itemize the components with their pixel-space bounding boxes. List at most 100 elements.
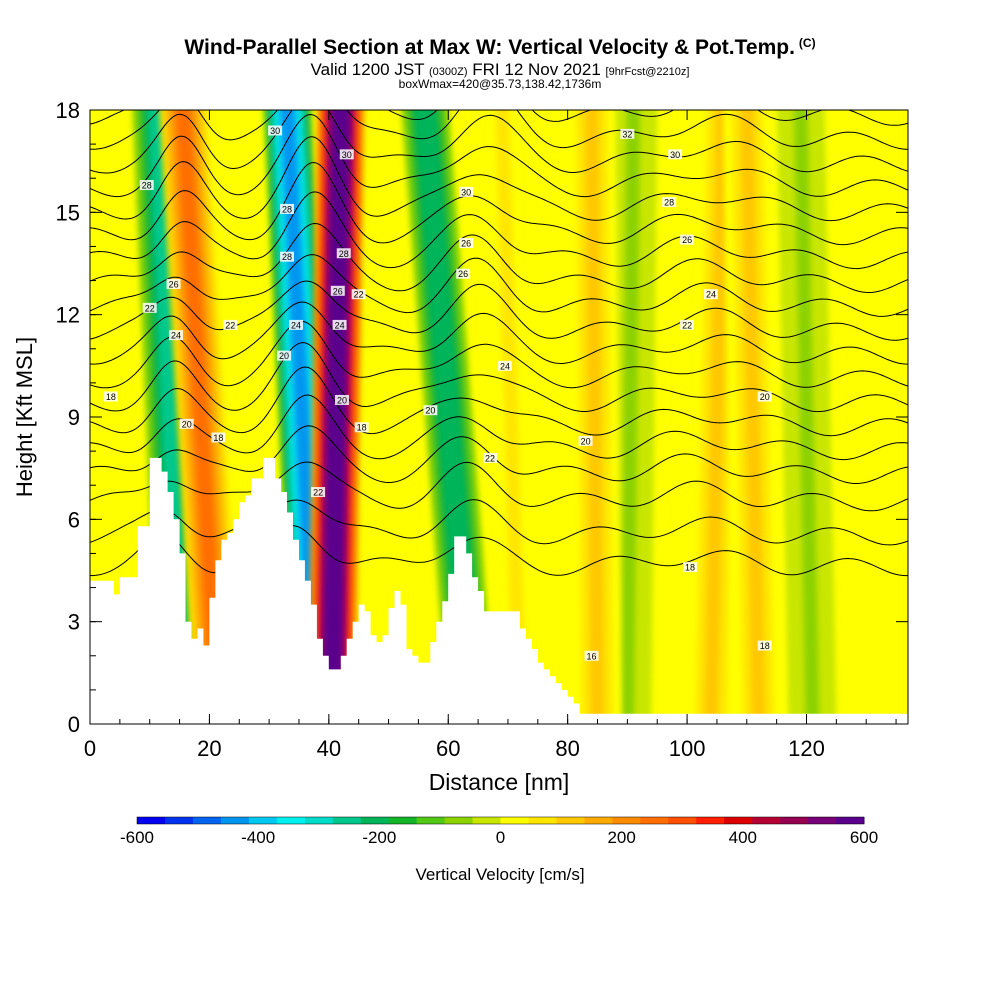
contour-label-box [620,128,635,139]
contour-label: 20 [425,406,435,416]
contour-label-box [668,149,683,160]
y-tick-label: 18 [56,98,80,123]
colorbar-swatch [528,817,557,824]
colorbar-tick-label: 600 [850,828,878,847]
colorbar-swatch [556,817,585,824]
y-axis-label: Height [Kft MSL] [12,337,37,497]
colorbar-swatch [220,817,250,824]
contour-label-box [483,452,498,463]
contour-label-box [680,319,695,330]
contour-label-box [223,319,238,330]
downdraft-band [776,110,837,724]
contour-label: 20 [182,419,192,429]
updraft-band-level [495,110,528,724]
contour-label-box [423,405,438,416]
contour-label: 20 [760,392,770,402]
contour-label: 20 [337,395,347,405]
contour-label-box [459,186,474,197]
contour-label-box [662,197,677,208]
theta-contour-line [90,425,908,484]
theta-contour-line [90,110,908,126]
x-tick-label: 120 [788,736,825,761]
contour-label-box [211,432,226,443]
contour-label: 28 [664,198,674,208]
theta-contour-line [90,320,908,389]
contour-label-box [330,285,345,296]
contour-label-box [139,180,154,191]
plot-area: 18 22 26 28 24 20 18 22 30 28 28 24 20 22 30 28 26 22 24 20… [90,110,908,724]
theta-contour-line [90,301,908,365]
contour-label: 26 [458,269,468,279]
contour-label: 30 [461,187,471,197]
x-tick-label: 40 [317,736,341,761]
contour-label: 22 [313,488,323,498]
contour-label: 26 [169,279,179,289]
contour-label-box [354,422,369,433]
updraft-band-level [703,110,730,724]
contour-label: 22 [225,320,235,330]
contour-label: 18 [106,392,116,402]
theta-contour-line [90,254,908,317]
colorbar-swatch [388,817,418,824]
contour-label-box [280,203,295,214]
theta-contour-line [90,394,908,461]
colorbar: -600 -400 -200 0 200 400 600 [120,816,878,847]
colorbar-swatch [164,817,194,824]
contour-label-box [757,391,772,402]
colorbar-swatch [612,817,641,824]
contour-label-box [336,248,351,259]
colorbar-tick-label: 200 [607,828,635,847]
colorbar-swatch [360,817,390,824]
contour-label: 18 [357,423,367,433]
colorbar-swatch [500,817,529,824]
terrain-mask [90,457,908,724]
contour-label-box [280,251,295,262]
updraft-band-level [324,110,348,724]
contour-label: 24 [706,290,716,300]
y-tick-label: 6 [68,507,80,532]
y-tick-label: 12 [56,303,80,328]
colorbar-swatch [584,817,613,824]
box-info: boxWmax=420@35.73,138.42,1736m [398,77,602,91]
theta-contour-line [90,366,908,437]
theta-contour-line [90,161,908,246]
contour-label: 22 [682,320,692,330]
x-tick-label: 0 [84,736,96,761]
contour-label-box [459,238,474,249]
contour-label: 26 [682,235,692,245]
contour-label-box [168,330,183,341]
contour-label: 26 [461,239,471,249]
theta-contour-line [90,110,908,150]
colorbar-tick-label: 0 [496,828,505,847]
colorbar-swatch [808,817,837,824]
copyright-mark: (C) [798,36,816,50]
contour-label: 18 [685,563,695,573]
x-tick-label: 80 [555,736,579,761]
y-tick-label: 15 [56,200,80,225]
contour-label-box [456,268,471,279]
contour-label: 16 [587,651,597,661]
contour-label: 20 [279,351,289,361]
colorbar-swatch [444,817,474,824]
contour-label: 28 [282,252,292,262]
colorbar-swatch [640,817,669,824]
contour-label-box [584,650,599,661]
x-tick-label: 60 [436,736,460,761]
axes: 0 20 40 60 80 100 120 0 3 6 9 12 15 18 [56,98,908,761]
colorbar-swatch [836,817,865,824]
updraft-band [478,110,544,724]
colorbar-swatch [668,817,697,824]
contour-label: 26 [333,286,343,296]
valid-date: FRI 12 Nov 2021 [472,60,601,79]
colorbar-swatch [416,817,446,824]
contour-label-box [311,487,326,498]
contour-label: 22 [354,290,364,300]
colorbar-swatch [724,817,753,824]
contour-label: 28 [282,204,292,214]
colorbar-swatch [332,817,362,824]
contour-label: 24 [171,331,181,341]
contour-label-box [351,289,366,300]
chart-title: Wind-Parallel Section at Max W: Vertical… [0,36,1000,60]
updraft-band [567,110,622,724]
colorbar-swatch [472,817,501,824]
